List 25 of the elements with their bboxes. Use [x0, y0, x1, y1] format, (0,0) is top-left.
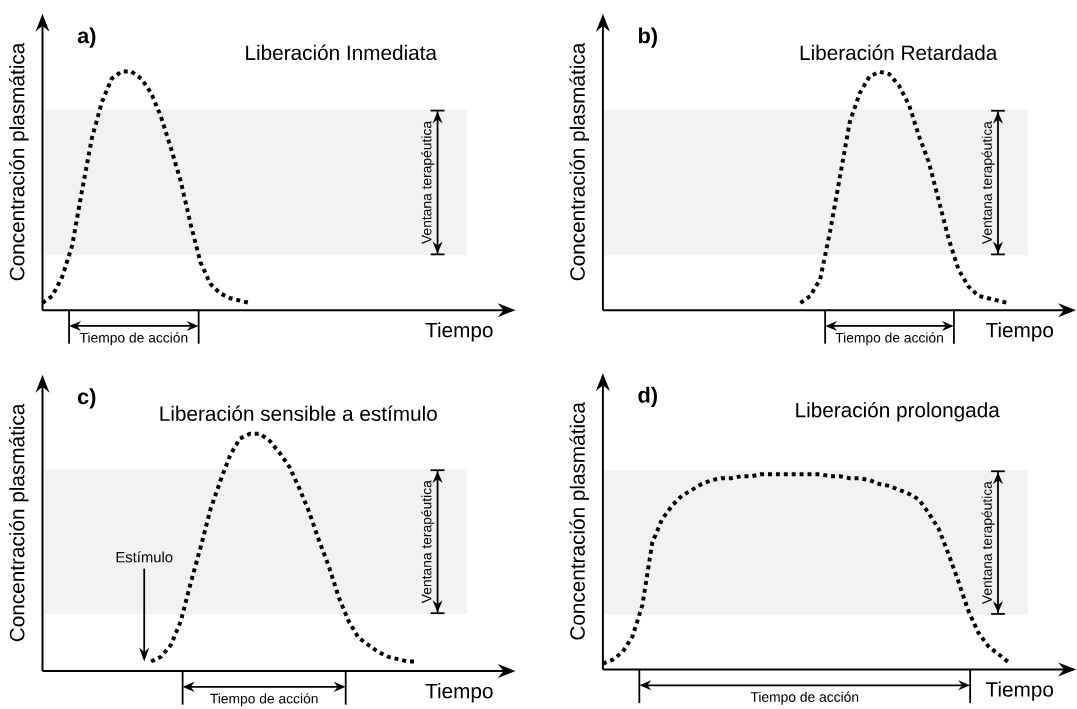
band-label: Ventana terapéutica — [421, 120, 435, 244]
x-axis-title: Tiempo — [425, 322, 493, 342]
band-label: Ventana terapéutica — [421, 480, 435, 604]
x-axis-title: Tiempo — [985, 681, 1054, 701]
y-axis-title: Concentración plasmática — [569, 42, 589, 281]
text: a) — [77, 27, 96, 48]
band-label: Ventana terapéutica — [981, 121, 995, 245]
text: Tiempo de acción — [79, 332, 188, 346]
band-label: Ventana terapéutica — [981, 481, 995, 605]
y-axis-title: Concentración plasmática — [569, 402, 589, 640]
text: Tiempo de acción — [835, 332, 943, 346]
x-axis-title: Tiempo — [425, 683, 493, 703]
y-axis-title: Concentración plasmática — [8, 403, 29, 642]
chart-title: Liberación Inmediata — [246, 44, 437, 61]
y-axis-title: Concentración plasmática — [8, 42, 29, 281]
chart-title: Liberación sensible a estímulo — [160, 405, 437, 421]
x-axis-title: Tiempo — [985, 322, 1054, 342]
annotation: Estímulo — [116, 551, 173, 563]
chart-title: Liberación Retardada — [800, 44, 998, 61]
text: d) — [638, 386, 657, 407]
text: Tiempo de acción — [210, 693, 318, 707]
chart-title: Liberación prolongada — [796, 401, 1000, 422]
text: b) — [638, 27, 657, 48]
text: c) — [77, 388, 96, 409]
text: Tiempo de acción — [750, 691, 859, 705]
